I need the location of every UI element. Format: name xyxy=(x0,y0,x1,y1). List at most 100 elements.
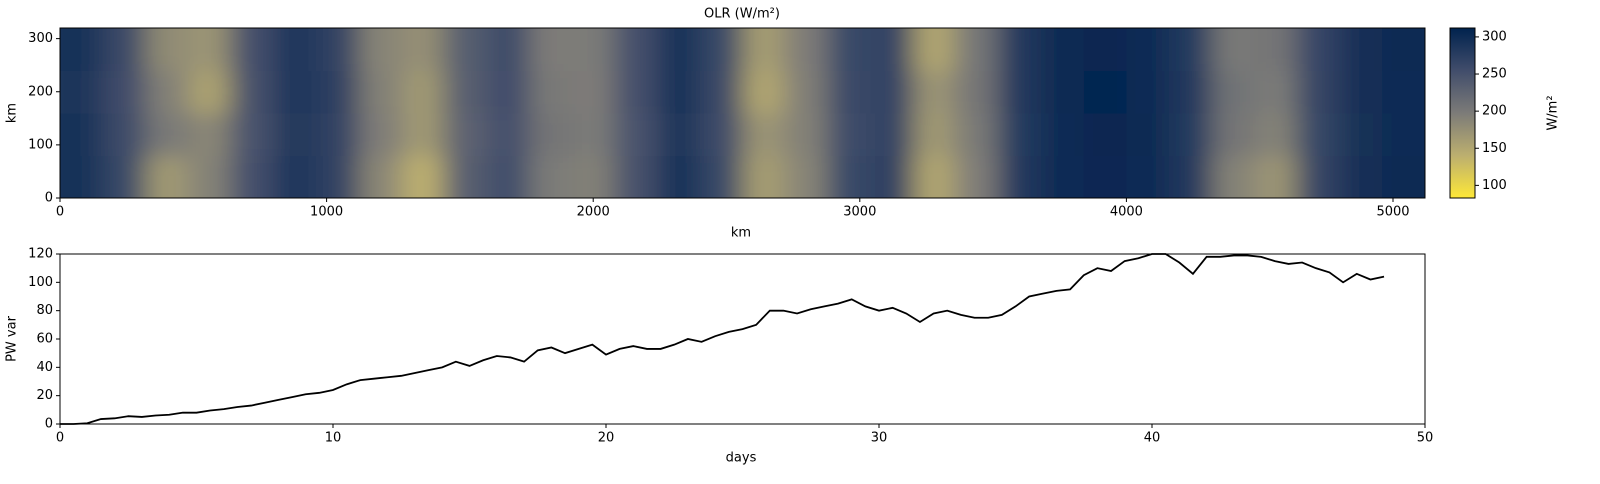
heatmap-cell xyxy=(1126,155,1170,198)
x-tick-label: 5000 xyxy=(1376,205,1409,220)
y-tick-label: 60 xyxy=(36,332,53,347)
heatmap-cell xyxy=(443,28,488,71)
heatmap-cell xyxy=(870,113,914,156)
x-tick-label: 0 xyxy=(56,431,64,446)
heatmap-cell xyxy=(785,113,829,156)
heatmap-cell xyxy=(60,113,104,156)
axes-frame xyxy=(59,27,1426,199)
heatmap-cell xyxy=(187,113,232,156)
heatmap-cell xyxy=(401,113,445,156)
heatmap-cell xyxy=(529,113,573,156)
colorbar-tick-label: 150 xyxy=(1482,141,1507,156)
heatmap-cell xyxy=(955,70,999,114)
heatmap-cell xyxy=(358,28,402,71)
heatmap-cell xyxy=(1211,70,1255,114)
heatmap-cell xyxy=(827,155,871,198)
heatmap-cell xyxy=(913,28,957,71)
heatmap-cell xyxy=(358,113,402,156)
data-line xyxy=(60,253,1385,425)
heatmap-cell xyxy=(102,28,146,71)
heatmap-cell xyxy=(102,70,146,114)
heatmap-cell xyxy=(315,155,360,198)
heatmap-cell xyxy=(1083,28,1127,71)
heatmap-cell xyxy=(230,155,274,198)
y-tick-label: 200 xyxy=(28,84,53,99)
heatmap-cell xyxy=(1382,155,1425,198)
heatmap-cell xyxy=(145,28,189,71)
heatmap-cell xyxy=(401,28,445,71)
heatmap-cell xyxy=(529,155,573,198)
heatmap-cell xyxy=(1382,113,1425,156)
heatmap-cell xyxy=(486,113,530,156)
heatmap-cell xyxy=(1254,28,1298,71)
x-tick-label: 30 xyxy=(871,431,888,446)
heatmap-cell xyxy=(1254,70,1298,114)
y-tick-label: 120 xyxy=(28,247,53,262)
heatmap-cell xyxy=(998,70,1042,114)
heatmap-cell xyxy=(358,155,402,198)
y-tick-label: 40 xyxy=(36,360,53,375)
heatmap-cell xyxy=(571,70,616,114)
heatmap-cell xyxy=(1339,70,1383,114)
heatmap-cell xyxy=(315,70,360,114)
chart-title: OLR (W/m²) xyxy=(704,7,780,22)
heatmap-cell xyxy=(1083,113,1127,156)
heatmap-cell xyxy=(145,70,189,114)
y-tick-label: 80 xyxy=(36,303,53,318)
heatmap-cell xyxy=(827,70,871,114)
x-tick-label: 20 xyxy=(598,431,615,446)
colorbar-label: W/m² xyxy=(1546,95,1561,130)
heatmap-cell xyxy=(1211,155,1255,198)
heatmap-cell xyxy=(1126,70,1170,114)
heatmap-cell xyxy=(870,28,914,71)
heatmap-cell xyxy=(1339,155,1383,198)
heatmap-cell xyxy=(486,70,530,114)
axes-frame xyxy=(59,253,1426,425)
heatmap-cell xyxy=(657,155,701,198)
heatmap-cell xyxy=(443,70,488,114)
colorbar-tick-label: 100 xyxy=(1482,178,1507,193)
heatmap-cell xyxy=(1083,70,1127,114)
heatmap-cell xyxy=(742,113,786,156)
heatmap-cell xyxy=(614,70,658,114)
heatmap-cell xyxy=(401,155,445,198)
x-tick-label: 3000 xyxy=(843,205,876,220)
heatmap-cell xyxy=(358,70,402,114)
heatmap-cell xyxy=(913,113,957,156)
heatmap-cell xyxy=(529,70,573,114)
heatmap-cell xyxy=(571,155,616,198)
heatmap-cell xyxy=(1211,113,1255,156)
heatmap-cell xyxy=(1041,113,1085,156)
heatmap-cell xyxy=(1382,70,1425,114)
colorbar-frame xyxy=(1449,27,1476,199)
heatmap-cell xyxy=(1169,155,1213,198)
heatmap xyxy=(60,28,1425,198)
heatmap-cell xyxy=(1169,70,1213,114)
heatmap-cell xyxy=(699,113,743,156)
y-tick-label: 100 xyxy=(28,137,53,152)
heatmap-cell xyxy=(145,113,189,156)
heatmap-cell xyxy=(699,28,743,71)
heatmap-cell xyxy=(60,28,104,71)
heatmap-cell xyxy=(145,155,189,198)
colorbar-tick-label: 200 xyxy=(1482,104,1507,119)
heatmap-cell xyxy=(273,28,317,71)
colorbar xyxy=(1450,28,1475,198)
y-tick-label: 20 xyxy=(36,388,53,403)
x-tick-label: 1000 xyxy=(310,205,343,220)
heatmap-cell xyxy=(742,70,786,114)
heatmap-cell xyxy=(529,28,573,71)
y-axis-label: PW var xyxy=(5,315,20,361)
heatmap-cell xyxy=(657,113,701,156)
heatmap-cell xyxy=(913,155,957,198)
heatmap-cell xyxy=(102,113,146,156)
heatmap-cell xyxy=(1041,70,1085,114)
heatmap-cell xyxy=(1254,113,1298,156)
heatmap-cell xyxy=(230,113,274,156)
heatmap-cell xyxy=(913,70,957,114)
heatmap-cell xyxy=(1211,28,1255,71)
heatmap-cell xyxy=(60,155,104,198)
heatmap-cell xyxy=(1382,28,1425,71)
y-tick-label: 0 xyxy=(45,191,53,206)
